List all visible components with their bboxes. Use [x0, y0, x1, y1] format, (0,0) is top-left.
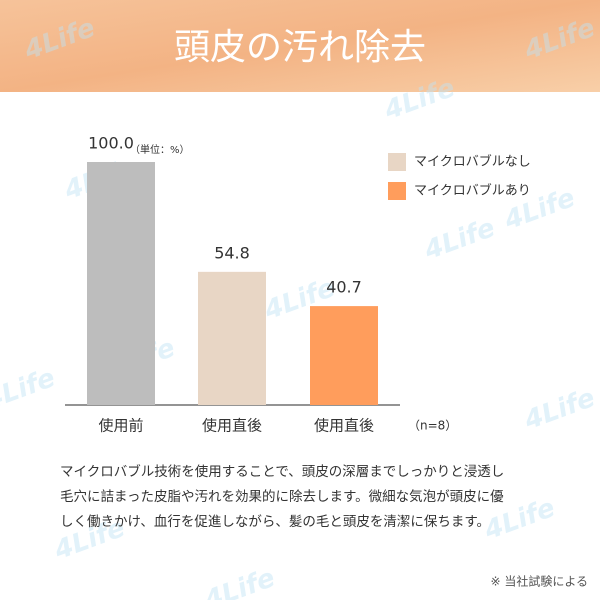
description-line: マイクロバブル技術を使用することで、頭皮の深層までしっかりと浸透し [60, 463, 504, 480]
value-label: 100.0 [88, 134, 134, 153]
bar [198, 271, 266, 405]
header-band [0, 0, 600, 92]
watermark: 4Life [520, 383, 599, 436]
x-tick-label: 使用直後 [314, 417, 374, 435]
value-label: 54.8 [214, 243, 250, 262]
legend-label: マイクロバブルなし [414, 154, 531, 170]
description-line: 毛穴に詰まった皮脂や汚れを効果的に除去します。微細な気泡が頭皮に優 [60, 489, 504, 505]
x-tick-label: 使用前 [98, 417, 143, 435]
description-line: しく働きかけ、血行を促進しながら、髪の毛と頭皮を清潔に保ちます。 [60, 514, 490, 530]
chart-title: 頭皮の汚れ除去 [174, 27, 426, 68]
sample-note: （n=8） [408, 419, 457, 433]
x-tick-label: 使用直後 [202, 417, 262, 435]
watermark: 4Life [420, 213, 499, 266]
bar [310, 306, 378, 405]
watermark: 4Life [200, 563, 279, 600]
legend-swatch [388, 153, 406, 171]
legend-label: マイクロバブルあり [414, 183, 531, 199]
unit-label: （単位：%） [130, 143, 190, 156]
value-label: 40.7 [326, 278, 362, 297]
legend-swatch [388, 182, 406, 200]
footnote: ※ 当社試験による [490, 574, 588, 589]
bar [87, 162, 155, 405]
watermark: 4Life [0, 363, 59, 416]
